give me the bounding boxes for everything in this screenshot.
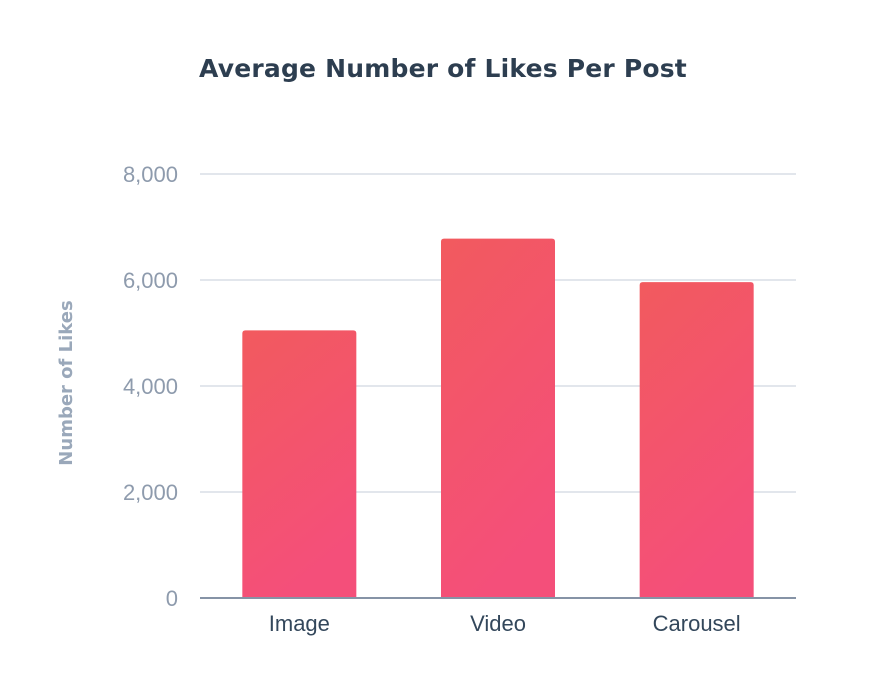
x-tick-label: Image: [269, 611, 330, 636]
y-tick-label: 0: [166, 586, 178, 611]
y-tick-label: 8,000: [123, 162, 178, 187]
axes: 0 2,000 4,000 6,000 8,000 Image Video Carousel: [123, 162, 796, 636]
bar-video: [441, 238, 555, 598]
y-tick-label: 2,000: [123, 480, 178, 505]
y-tick-label: 4,000: [123, 374, 178, 399]
bar-image: [242, 330, 357, 598]
bars: [242, 238, 754, 598]
x-tick-label: Carousel: [653, 611, 741, 636]
bar-carousel: [639, 282, 754, 598]
chart-title: Average Number of Likes Per Post: [199, 54, 687, 83]
x-tick-label: Video: [470, 611, 526, 636]
y-axis-title: Number of Likes: [56, 300, 77, 465]
y-tick-label: 6,000: [123, 268, 178, 293]
